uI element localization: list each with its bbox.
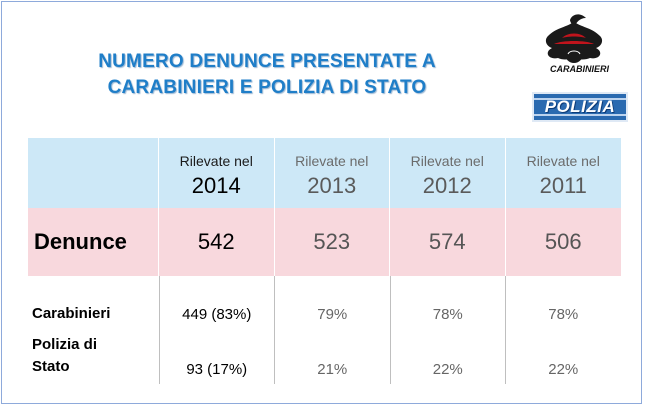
polizia-value: 22% — [548, 361, 579, 378]
column-divider — [390, 276, 391, 384]
header-label: Rilevate nel — [410, 153, 484, 169]
denunce-cell-2013: 523 — [275, 208, 390, 276]
header-empty-cell — [28, 138, 159, 208]
table-row-carabinieri: Carabinieri 449 (83%) 79% 78% 78% — [28, 302, 621, 326]
polizia-cell-2014: 93 (17%) — [159, 334, 275, 382]
polizia-logo: POLIZIA — [532, 92, 628, 122]
logo-stripe — [534, 114, 626, 116]
carabinieri-cell-2013: 79% — [275, 302, 391, 326]
header-col-2011: Rilevate nel 2011 — [506, 138, 622, 208]
polizia-value: 22% — [432, 361, 463, 378]
logo-stripe — [534, 98, 626, 100]
carabinieri-value: 79% — [317, 305, 348, 323]
title-line-2: CARABINIERI E POLIZIA DI STATO — [107, 77, 427, 98]
polizia-label-line-2: Stato — [32, 358, 70, 375]
polizia-cell-2013: 21% — [275, 334, 391, 382]
carabinieri-cell-2011: 78% — [506, 302, 622, 326]
polizia-label-line-1: Polizia di — [32, 336, 98, 353]
header-label: Rilevate nel — [295, 153, 369, 169]
slide-title: NUMERO DENUNCE PRESENTATE A CARABINIERI … — [42, 49, 492, 101]
header-col-2012: Rilevate nel 2012 — [390, 138, 506, 208]
carabinieri-cell-2014: 449 (83%) — [159, 302, 275, 326]
denunce-cell-2014: 542 — [159, 208, 275, 276]
carabinieri-value: 449 (83%) — [182, 305, 252, 323]
polizia-label-cell: Polizia di Stato — [28, 334, 159, 382]
denunce-value: 574 — [428, 229, 466, 254]
denunce-cell-2012: 574 — [390, 208, 506, 276]
header-year: 2013 — [307, 173, 357, 198]
polizia-cell-2011: 22% — [506, 334, 622, 382]
polizia-value: 93 (17%) — [186, 361, 248, 378]
table-row-denunce: Denunce 542 523 574 506 — [28, 208, 621, 276]
header-year: 2014 — [191, 173, 241, 198]
column-divider — [159, 276, 160, 384]
table-header-row: Rilevate nel 2014 Rilevate nel 2013 Rile… — [28, 138, 621, 208]
carabinieri-label-cell: Carabinieri — [28, 302, 159, 326]
header-label: Rilevate nel — [526, 153, 600, 169]
header-col-2013: Rilevate nel 2013 — [275, 138, 390, 208]
column-divider — [274, 276, 275, 384]
denunce-label: Denunce — [34, 229, 127, 254]
polizia-cell-2012: 22% — [390, 334, 506, 382]
header-year: 2011 — [539, 173, 587, 198]
carabinieri-value: 78% — [548, 305, 579, 323]
carabinieri-logo-text: CARABINIERI — [550, 64, 610, 74]
header-col-2014: Rilevate nel 2014 — [159, 138, 275, 208]
carabinieri-logo-icon — [545, 14, 603, 63]
denunce-value: 506 — [544, 229, 582, 254]
column-divider — [505, 276, 506, 384]
carabinieri-label: Carabinieri — [32, 305, 111, 322]
carabinieri-value: 78% — [432, 305, 463, 323]
table-row-polizia: Polizia di Stato 93 (17%) 21% 22% 22% — [28, 334, 621, 382]
polizia-logo-text: POLIZIA — [544, 97, 616, 116]
polizia-value: 21% — [317, 361, 348, 378]
header-label: Rilevate nel — [179, 153, 253, 169]
denunce-cell-2011: 506 — [506, 208, 622, 276]
title-line-1: NUMERO DENUNCE PRESENTATE A — [98, 51, 436, 72]
carabinieri-cell-2012: 78% — [390, 302, 506, 326]
header-year: 2012 — [422, 173, 472, 198]
denunce-value: 542 — [197, 229, 235, 254]
denunce-label-cell: Denunce — [28, 208, 159, 276]
denunce-value: 523 — [313, 229, 351, 254]
